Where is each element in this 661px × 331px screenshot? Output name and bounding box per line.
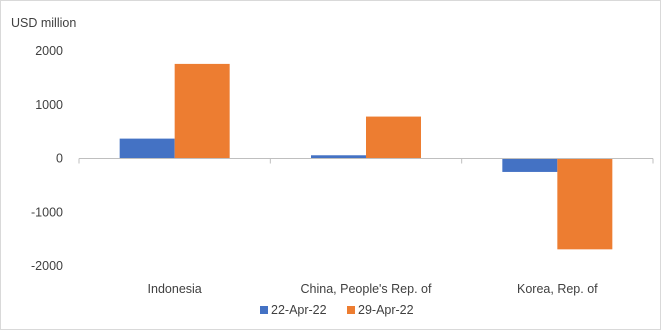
y-tick-label: 0 [56, 152, 63, 166]
category-label: Korea, Rep. of [517, 282, 598, 296]
bar-22-Apr-22-Korea, Rep. of [502, 158, 558, 172]
category-labels: Indonesia China, People's Rep. of Korea, R… [148, 282, 599, 296]
y-axis-label: USD million [11, 16, 76, 30]
x-axis [78, 158, 654, 164]
legend: 22-Apr-22 29-Apr-22 [260, 303, 414, 317]
category-label: China, People's Rep. of [301, 282, 432, 296]
bar-29-Apr-22-Korea, Rep. of [557, 158, 613, 250]
category-label: Indonesia [148, 282, 202, 296]
bar-29-Apr-22-China, People's Rep. of [366, 116, 421, 159]
legend-label: 22-Apr-22 [271, 303, 327, 317]
bar-22-Apr-22-Indonesia [119, 138, 175, 159]
y-tick-labels: 2000 1000 0 -1000 -2000 [31, 44, 63, 273]
y-tick-label: 2000 [35, 44, 63, 58]
bar-29-Apr-22-Indonesia [174, 63, 230, 159]
y-tick-label: -1000 [31, 205, 63, 219]
bar-22-Apr-22-China, People's Rep. of [311, 155, 366, 159]
legend-swatch [260, 306, 268, 314]
bars [119, 63, 613, 250]
y-tick-label: 1000 [35, 98, 63, 112]
legend-swatch [347, 306, 355, 314]
legend-label: 29-Apr-22 [358, 303, 414, 317]
y-tick-label: -2000 [31, 259, 63, 273]
